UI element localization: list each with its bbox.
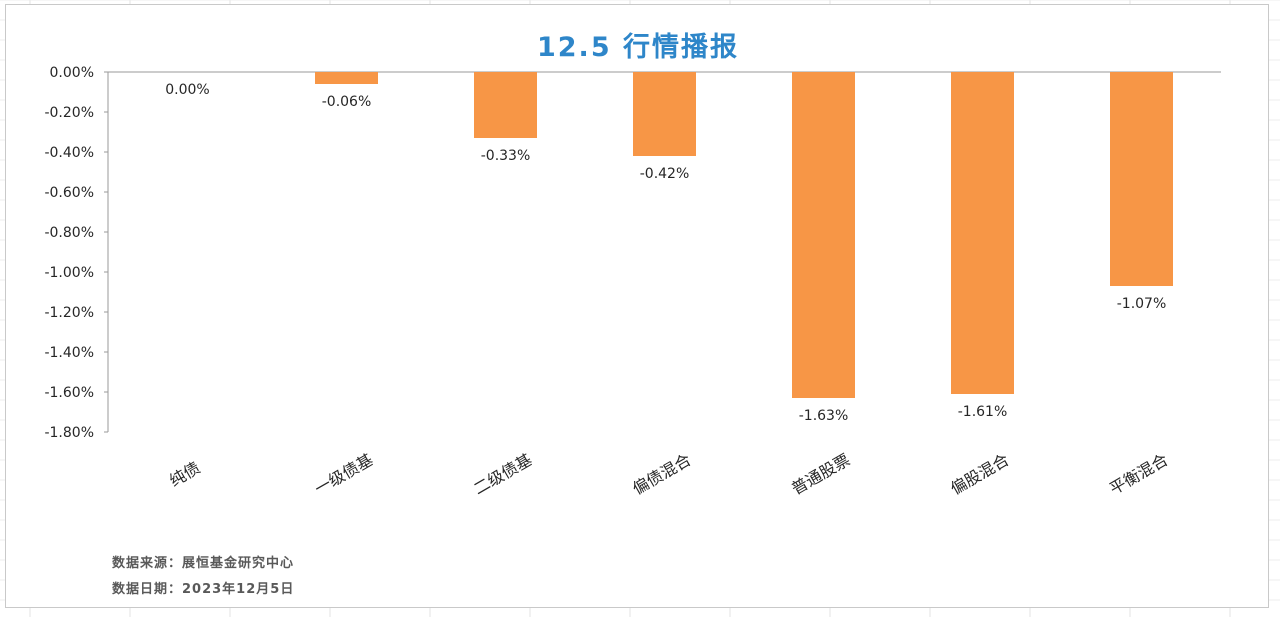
y-tick-label: -1.40%	[44, 345, 94, 361]
x-category-label: 普通股票	[788, 450, 853, 498]
bar	[792, 72, 855, 398]
chart-title: 12.5 行情播报	[536, 32, 740, 63]
data-label: 0.00%	[165, 82, 209, 98]
x-category-label: 平衡混合	[1106, 450, 1171, 498]
y-tick-label: -1.00%	[44, 265, 94, 281]
bar	[315, 72, 378, 84]
y-tick-label: -1.80%	[44, 425, 94, 441]
data-label: -0.06%	[322, 94, 372, 110]
data-label: -1.63%	[799, 408, 849, 424]
y-tick-label: -0.40%	[44, 145, 94, 161]
data-label: -1.61%	[958, 404, 1008, 420]
data-label: -0.42%	[640, 166, 690, 182]
bar-chart-plot: 0.00% -0.20% -0.40% -0.60% -0.80% -1.00% -1.20…	[44, 65, 1221, 498]
bar	[1110, 72, 1173, 286]
x-category-label: 偏股混合	[947, 450, 1012, 498]
y-tick-label: -1.60%	[44, 385, 94, 401]
data-label: -0.33%	[481, 148, 531, 164]
chart-area[interactable]: 12.5 行情播报 0.00% -0.20% -0.40% -0.60% -0.80% -…	[5, 4, 1269, 608]
y-tick-label: 0.00%	[50, 65, 94, 81]
x-category-label: 二级债基	[470, 450, 535, 498]
data-source-note: 数据来源：展恒基金研究中心	[112, 556, 295, 571]
data-label: -1.07%	[1117, 296, 1167, 312]
bar	[474, 72, 537, 138]
data-date-note: 数据日期：2023年12月5日	[112, 582, 295, 597]
y-tick-label: -1.20%	[44, 305, 94, 321]
x-category-label: 纯债	[166, 458, 203, 490]
bar	[951, 72, 1014, 394]
x-category-label: 一级债基	[311, 450, 376, 498]
x-category-label: 偏债混合	[629, 450, 694, 498]
y-tick-label: -0.80%	[44, 225, 94, 241]
bar	[633, 72, 696, 156]
y-tick-label: -0.60%	[44, 185, 94, 201]
y-tick-label: -0.20%	[44, 105, 94, 121]
